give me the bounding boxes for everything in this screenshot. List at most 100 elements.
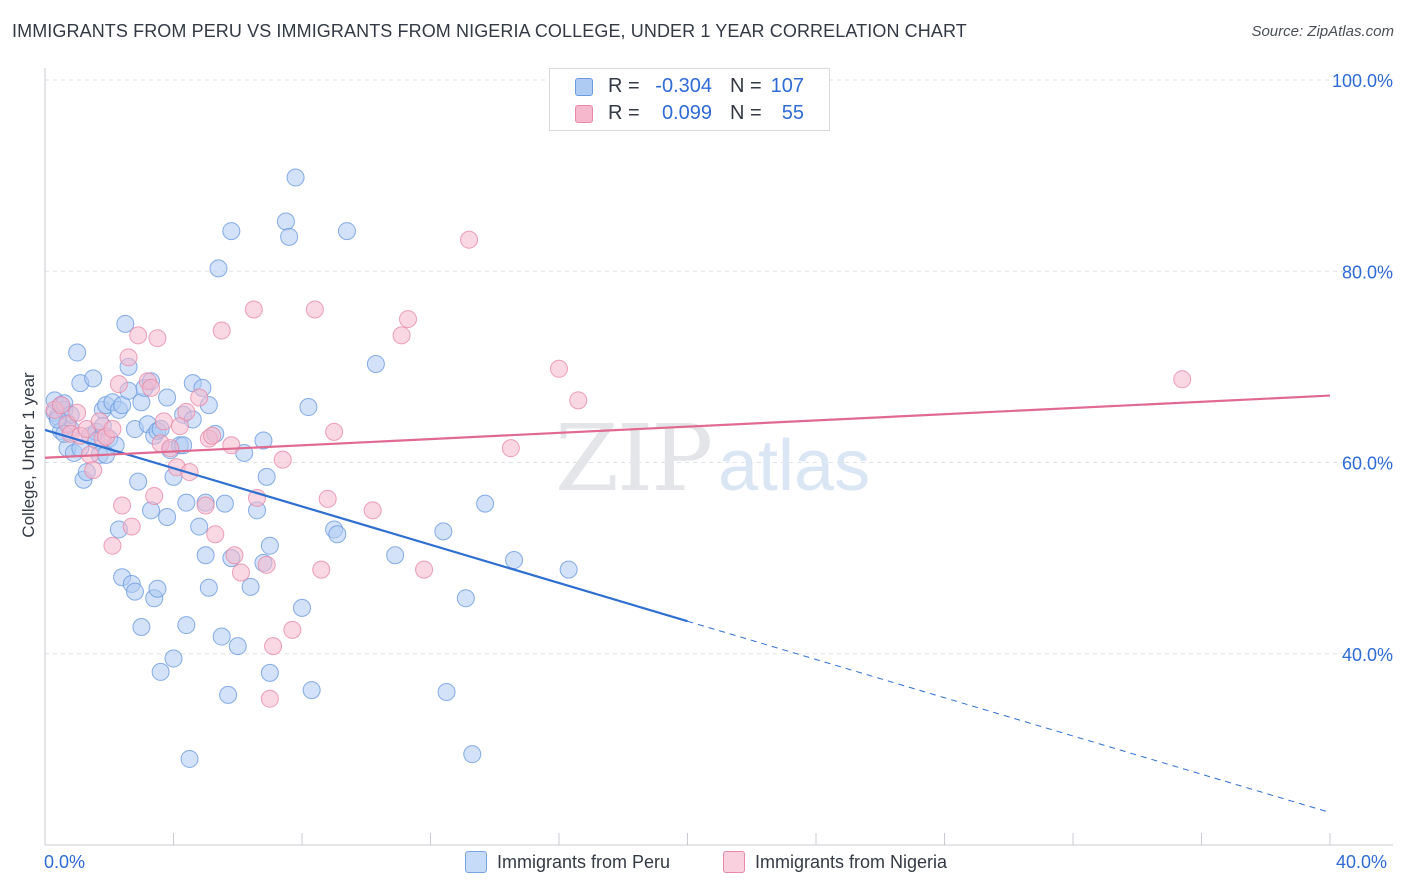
peru-point: [116, 314, 135, 333]
peru-trend-extension: [687, 620, 1331, 813]
series-name: Immigrants from Peru: [497, 852, 671, 872]
peru-point: [158, 388, 177, 407]
nigeria-point: [1173, 370, 1192, 389]
peru-point: [219, 685, 238, 704]
peru-point: [254, 431, 273, 450]
peru-point: [190, 517, 209, 536]
peru-point: [151, 662, 170, 681]
nigeria-point: [145, 486, 164, 505]
nigeria-point: [225, 546, 244, 565]
series-legend-peru: Immigrants from Peru: [465, 851, 670, 873]
peru-swatch: [465, 851, 487, 873]
peru-point: [209, 259, 228, 278]
legend-n-label: N =: [730, 75, 762, 97]
nigeria-point: [273, 450, 292, 469]
peru-point: [456, 589, 475, 608]
nigeria-point: [399, 310, 418, 329]
peru-point: [257, 467, 276, 486]
peru-point: [84, 369, 103, 388]
nigeria-point: [325, 422, 344, 441]
legend-n-value: 107: [770, 75, 804, 97]
nigeria-point: [363, 501, 382, 520]
peru-point: [293, 598, 311, 617]
source-label: Source: ZipAtlas.com: [1251, 23, 1394, 40]
peru-point: [299, 398, 318, 417]
peru-point: [434, 522, 453, 541]
nigeria-point: [148, 329, 167, 348]
peru-point: [437, 683, 456, 701]
nigeria-point: [257, 555, 276, 574]
nigeria-point: [161, 439, 180, 458]
y-axis-label: College, Under 1 year: [19, 372, 38, 538]
peru-point: [463, 745, 482, 764]
legend-n-label: N =: [730, 102, 762, 124]
nigeria-point: [109, 375, 128, 394]
nigeria-point: [569, 391, 588, 410]
nigeria-point: [305, 300, 324, 319]
peru-point: [386, 546, 405, 565]
y-tick-label: 40.0%: [1342, 645, 1393, 665]
nigeria-swatch: [575, 105, 593, 123]
nigeria-point: [501, 439, 520, 458]
nigeria-point: [244, 300, 263, 319]
nigeria-point: [103, 420, 122, 439]
nigeria-point: [190, 388, 209, 407]
nigeria-point: [196, 496, 215, 515]
peru-point: [180, 749, 199, 768]
peru-point: [328, 525, 347, 544]
y-tick-label: 100.0%: [1332, 71, 1393, 91]
nigeria-point: [203, 426, 222, 445]
nigeria-point: [283, 620, 302, 639]
nigeria-point: [318, 489, 337, 508]
peru-point: [286, 168, 305, 187]
legend-r-label: R =: [608, 75, 640, 97]
nigeria-point: [122, 517, 141, 536]
nigeria-point: [119, 348, 138, 367]
nigeria-point: [415, 560, 434, 579]
nigeria-point: [142, 378, 161, 397]
peru-point: [148, 579, 167, 598]
legend-row-peru: R = -0.304 N = 107: [550, 75, 829, 101]
nigeria-point: [460, 230, 479, 249]
peru-point: [228, 637, 247, 656]
watermark-atlas: atlas: [718, 426, 870, 506]
nigeria-point: [231, 563, 250, 582]
peru-point: [158, 508, 177, 527]
nigeria-point: [550, 359, 568, 378]
legend-r-value: 0.099: [661, 102, 712, 124]
nigeria-point: [392, 326, 411, 345]
y-tick-label: 60.0%: [1342, 454, 1393, 474]
peru-point: [222, 222, 241, 241]
series-name: Immigrants from Nigeria: [755, 852, 948, 872]
peru-point: [212, 627, 231, 646]
x-tick-label: 0.0%: [44, 852, 86, 872]
x-tick-label: 40.0%: [1336, 852, 1388, 872]
nigeria-point: [68, 403, 87, 422]
peru-point: [164, 649, 183, 668]
nigeria-trend-line: [44, 394, 1331, 459]
correlation-legend: R = -0.304 N = 107 R = 0.099 N = 55: [549, 68, 830, 131]
nigeria-point: [260, 689, 279, 708]
peru-point: [215, 494, 234, 513]
series-legend-nigeria: Immigrants from Nigeria: [723, 851, 947, 873]
legend-r-value: -0.304: [655, 75, 712, 97]
nigeria-point: [206, 525, 225, 544]
peru-point: [196, 546, 215, 565]
peru-point: [559, 560, 578, 579]
peru-point: [125, 582, 144, 601]
peru-point: [260, 663, 279, 682]
nigeria-point: [52, 396, 71, 415]
peru-point: [199, 578, 218, 597]
peru-point: [132, 617, 151, 636]
legend-n-value: 55: [781, 102, 804, 124]
nigeria-point: [103, 536, 122, 555]
peru-point: [302, 681, 321, 700]
peru-point: [260, 536, 279, 555]
peru-swatch: [575, 78, 593, 96]
peru-point: [241, 577, 260, 596]
peru-point: [505, 551, 524, 570]
nigeria-point: [154, 412, 173, 431]
chart-title: IMMIGRANTS FROM PERU VS IMMIGRANTS FROM …: [12, 21, 967, 41]
nigeria-point: [212, 321, 231, 340]
nigeria-point: [129, 326, 148, 345]
